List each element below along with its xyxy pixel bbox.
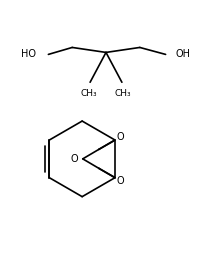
Text: O: O	[117, 132, 124, 142]
Text: O: O	[117, 176, 124, 186]
Text: HO: HO	[22, 49, 37, 59]
Text: O: O	[71, 154, 79, 164]
Text: OH: OH	[176, 49, 191, 59]
Text: CH₃: CH₃	[81, 89, 97, 98]
Text: CH₃: CH₃	[115, 89, 131, 98]
